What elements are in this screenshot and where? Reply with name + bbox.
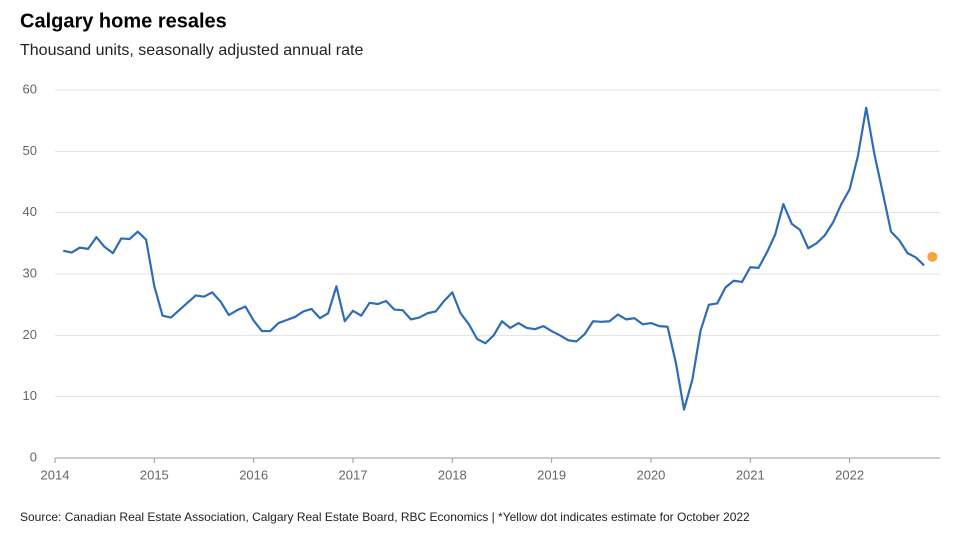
- x-tick-label: 2021: [736, 467, 765, 482]
- x-tick-label: 2019: [537, 467, 566, 482]
- data-line: [63, 106, 925, 411]
- y-tick-label: 0: [30, 449, 37, 464]
- x-tick-label: 2014: [41, 467, 70, 482]
- y-tick-label: 60: [23, 81, 37, 96]
- chart-title: Calgary home resales: [20, 10, 227, 32]
- x-tick-label: 2020: [636, 467, 665, 482]
- x-tick-label: 2018: [438, 467, 467, 482]
- y-tick-label: 30: [23, 265, 37, 280]
- source-note: Source: Canadian Real Estate Association…: [20, 510, 750, 524]
- y-tick-label: 20: [23, 327, 37, 342]
- x-tick-label: 2015: [140, 467, 169, 482]
- x-tick-label: 2016: [239, 467, 268, 482]
- estimate-dot: [927, 251, 938, 262]
- y-tick-label: 50: [23, 143, 37, 158]
- x-tick-label: 2022: [835, 467, 864, 482]
- y-tick-label: 40: [23, 204, 37, 219]
- y-tick-label: 10: [23, 388, 37, 403]
- chart-subtitle: Thousand units, seasonally adjusted annu…: [20, 42, 363, 59]
- x-tick-label: 2017: [339, 467, 368, 482]
